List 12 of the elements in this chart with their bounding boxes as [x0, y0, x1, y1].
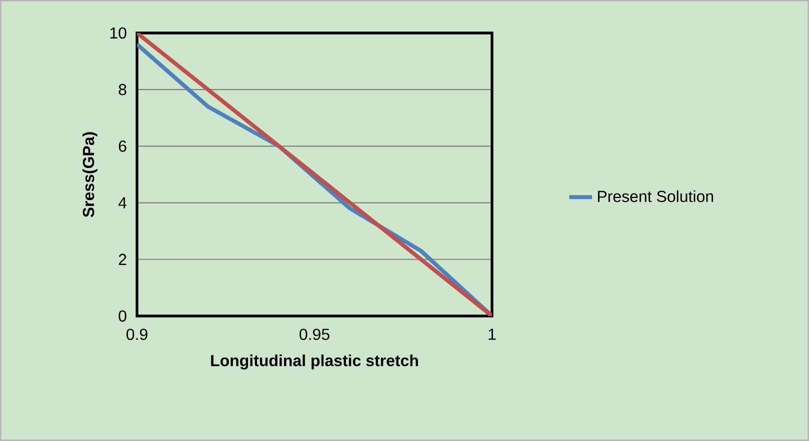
y-tick-label: 8: [118, 84, 126, 96]
x-tick-label: 0.95: [300, 328, 330, 340]
y-tick-label: 6: [118, 140, 126, 152]
y-tick-label: 2: [118, 254, 126, 265]
x-tick-label: 0.9: [126, 328, 148, 340]
y-axis-title: Sress(GPa): [82, 132, 98, 218]
y-tick-label: 0: [118, 310, 126, 322]
x-axis-title: Longitudinal plastic stretch: [211, 354, 418, 370]
x-tick-label: 1: [488, 328, 496, 340]
y-tick-label: 10: [110, 27, 126, 39]
y-tick-label: 4: [118, 197, 126, 208]
legend-label: Present Solution: [598, 190, 714, 202]
